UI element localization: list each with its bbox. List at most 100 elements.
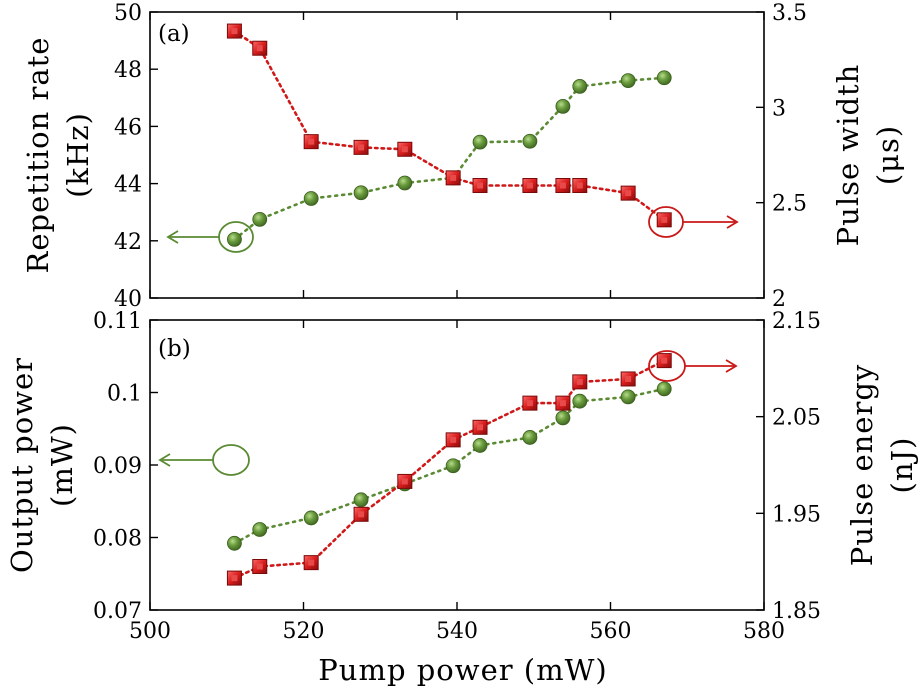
panel-a-ticks: 40 42 44 46 48 50 2 2.5 3 3.5 [114, 1, 807, 312]
data-point-output-power [445, 458, 461, 474]
data-point-pulse-energy [472, 419, 488, 435]
right-tick-label-a: 2.5 [772, 192, 807, 217]
data-point-pulse-width [226, 23, 242, 39]
data-point-pulse-width [397, 141, 413, 157]
right-tick-label-b: 2.05 [772, 406, 821, 431]
left-tick-label-b: 0.08 [93, 527, 142, 552]
x-axis: 500 520 540 560 580 [129, 619, 785, 644]
data-point-repetition-rate [472, 134, 488, 150]
right-tick-label-b: 1.95 [772, 502, 821, 527]
panel-b-ticks: 0.07 0.08 0.09 0.1 0.11 1.85 1.95 2.05 2.15 [93, 309, 821, 624]
x-tick-label: 500 [129, 619, 171, 644]
data-point-pulse-energy [226, 570, 242, 586]
left-axis-label-b-line1: Output power [5, 357, 39, 573]
x-tick-label: 560 [590, 619, 632, 644]
data-point-pulse-width [472, 178, 488, 194]
panel-a-frame [149, 11, 765, 299]
data-point-pulse-width [555, 178, 571, 194]
data-point-pulse-energy [555, 395, 571, 411]
left-arrow-head-b [158, 453, 171, 467]
right-axis-label-b-line2: (nJ) [885, 437, 919, 494]
left-axis-label-a-line1: Repetition rate [21, 37, 55, 274]
data-point-repetition-rate [620, 73, 636, 89]
right-axis-label-a-line2: (μs) [871, 125, 905, 185]
data-point-pulse-width [522, 178, 538, 194]
series-line-output-power [233, 387, 666, 545]
series-line-pulse-width [233, 29, 666, 222]
data-point-pulse-energy [620, 371, 636, 387]
left-axis-label-a-line2: (kHz) [61, 112, 95, 198]
left-tick-label-a: 50 [114, 1, 142, 26]
data-point-pulse-energy [445, 432, 461, 448]
right-axis-label-b-line1: Pulse energy [845, 364, 879, 567]
data-point-repetition-rate [555, 98, 571, 114]
data-point-pulse-energy [397, 473, 413, 489]
data-point-output-power [572, 393, 588, 409]
data-point-output-power [252, 522, 268, 537]
left-tick-label-b: 0.1 [107, 382, 142, 407]
panel-a-markers [226, 23, 672, 247]
data-point-pulse-width [572, 178, 588, 194]
left-tick-label-a: 48 [114, 58, 142, 83]
left-tick-label-a: 44 [114, 173, 142, 198]
data-point-repetition-rate [522, 133, 538, 149]
right-tick-label-b: 1.85 [772, 599, 821, 624]
x-tick-label: 540 [436, 619, 478, 644]
x-axis-label: Pump power (mW) [318, 653, 608, 687]
data-point-output-power [620, 389, 636, 405]
x-tick-label: 580 [743, 619, 785, 644]
data-point-repetition-rate [227, 231, 242, 247]
right-arrow-head-a [726, 215, 739, 229]
panel-b-markers [226, 353, 672, 586]
right-tick-label-a: 3 [772, 96, 786, 121]
x-tick-label: 520 [283, 619, 325, 644]
data-point-pulse-width [353, 139, 369, 155]
data-point-pulse-width [445, 170, 461, 186]
left-tick-label-a: 42 [114, 230, 142, 255]
left-axis-label-b-line2: (mW) [45, 423, 79, 507]
right-tick-label-b: 2.15 [772, 309, 821, 334]
panel-b-label: (b) [158, 336, 191, 362]
panel-a: (a) 40 42 44 46 48 50 2 2.5 3 3.5 Repetition rate… [21, 1, 905, 312]
series-line-repetition-rate [233, 76, 666, 241]
left-tick-label-a: 46 [114, 115, 142, 140]
series-line-pulse-energy [233, 359, 666, 580]
data-point-pulse-energy [522, 395, 538, 411]
panel-b-series-lines [233, 359, 666, 580]
data-point-repetition-rate [353, 185, 369, 201]
data-point-pulse-energy [656, 353, 672, 369]
data-point-pulse-energy [353, 506, 369, 522]
data-point-pulse-energy [572, 374, 588, 390]
panel-a-series-lines [233, 29, 666, 241]
left-tick-label-b: 0.07 [93, 599, 142, 624]
left-series-callout-circle-b [212, 444, 250, 476]
data-point-pulse-energy [303, 555, 319, 571]
data-point-output-power [227, 535, 242, 551]
data-point-repetition-rate [397, 175, 413, 191]
left-arrow-head-a [166, 230, 179, 244]
data-point-pulse-energy [252, 559, 268, 574]
panel-a-label: (a) [158, 21, 190, 47]
data-point-pulse-width [656, 212, 672, 228]
right-tick-label-a: 2 [772, 287, 786, 312]
data-point-output-power [656, 381, 672, 397]
data-point-output-power [555, 410, 571, 426]
data-point-repetition-rate [656, 70, 672, 86]
data-point-repetition-rate [303, 191, 319, 206]
data-point-pulse-width [303, 134, 319, 150]
data-point-pulse-width [252, 40, 268, 56]
data-point-output-power [303, 510, 319, 526]
data-point-output-power [472, 438, 488, 453]
data-point-pulse-width [620, 185, 636, 201]
data-point-repetition-rate [572, 78, 588, 94]
right-arrow-head-b [725, 359, 738, 373]
panel-b: (b) 0.070.080.090.10.111.851.952.052.15 … [5, 309, 919, 624]
right-tick-label-a: 3.5 [772, 1, 807, 26]
data-point-repetition-rate [252, 211, 268, 227]
right-axis-label-a-line1: Pulse width [831, 64, 865, 247]
left-tick-label-a: 40 [114, 287, 142, 312]
left-tick-label-b: 0.11 [93, 309, 142, 334]
left-tick-label-b: 0.09 [93, 454, 142, 479]
data-point-output-power [522, 430, 538, 445]
